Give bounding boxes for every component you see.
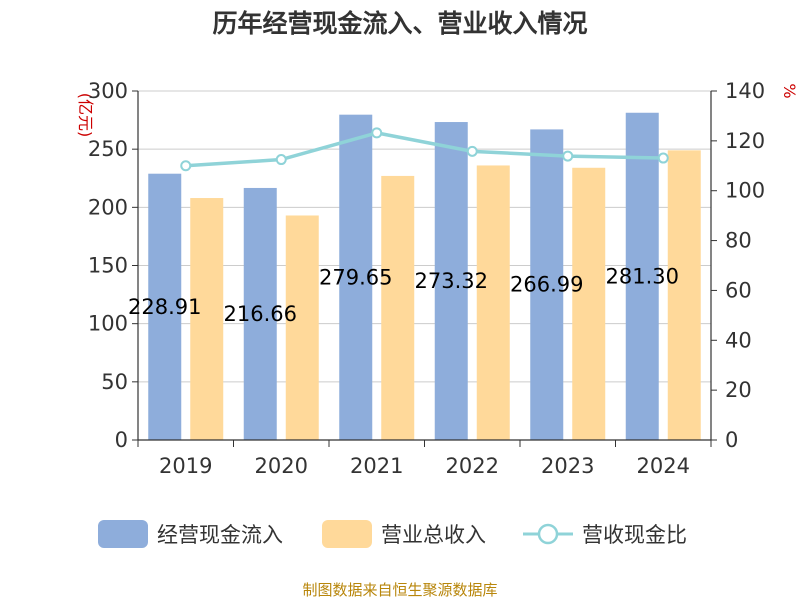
right-axis-unit: % (780, 83, 799, 98)
data-label: 216.66 (224, 302, 297, 326)
left-tick-label: 250 (88, 137, 128, 161)
ratio-point (371, 127, 383, 139)
right-tick-label: 20 (725, 378, 752, 402)
x-tick-label: 2020 (255, 454, 308, 478)
ratio-point (562, 150, 574, 162)
legend-swatch-cash-inflow (98, 520, 148, 548)
ratio-point (657, 152, 669, 164)
right-tick-label: 60 (725, 278, 752, 302)
ratio-point (275, 154, 287, 166)
bar-cash-inflow (243, 187, 277, 440)
bar-cash-inflow (625, 112, 659, 440)
bar-cash-inflow (148, 173, 182, 441)
ratio-line-group (180, 127, 669, 172)
data-label: 273.32 (415, 269, 488, 293)
data-label: 228.91 (128, 295, 201, 319)
data-labels-group: 228.91 216.66 279.65 273.32 266.99 281.30 (128, 264, 679, 326)
legend-label-total-revenue: 营业总收入 (381, 523, 486, 547)
right-tick-label: 0 (725, 428, 738, 452)
legend: 经营现金流入 营业总收入 营收现金比 (98, 520, 687, 548)
right-tick-label: 80 (725, 229, 752, 253)
ratio-point (466, 145, 478, 157)
data-label: 279.65 (319, 265, 392, 289)
chart-title: 历年经营现金流入、营业收入情况 (212, 9, 587, 38)
source-note: 制图数据来自恒生聚源数据库 (302, 581, 497, 599)
x-tick-label: 2019 (159, 454, 212, 478)
bar-total-revenue (476, 165, 510, 440)
x-tick-label: 2022 (446, 454, 499, 478)
right-tick-label: 40 (725, 328, 752, 352)
bar-total-revenue (667, 150, 701, 440)
bar-total-revenue (285, 215, 319, 440)
data-label: 281.30 (606, 264, 679, 288)
left-tick-label: 0 (115, 428, 128, 452)
left-axis-unit: (亿元) (76, 93, 95, 138)
left-tick-label: 150 (88, 254, 128, 278)
bar-total-revenue (572, 167, 606, 440)
legend-label-cash-inflow: 经营现金流入 (157, 523, 283, 547)
x-tick-label: 2024 (637, 454, 690, 478)
legend-swatch-ratio-marker (537, 523, 559, 545)
bar-total-revenue (190, 198, 224, 440)
left-tick-label: 300 (88, 79, 128, 103)
right-tick-label: 120 (725, 129, 765, 153)
ratio-point (180, 160, 192, 172)
bars-group (148, 112, 701, 441)
legend-swatch-total-revenue (322, 520, 372, 548)
data-label: 266.99 (510, 273, 583, 297)
legend-label-ratio: 营收现金比 (582, 523, 687, 547)
ratio-line (185, 131, 664, 168)
grid-lines (138, 90, 711, 383)
bar-total-revenue (381, 175, 415, 440)
right-tick-label: 140 (725, 79, 765, 103)
x-tick-label: 2021 (350, 454, 403, 478)
left-tick-label: 50 (101, 370, 128, 394)
left-tick-label: 100 (88, 312, 128, 336)
axes-group: 0 50 100 150 200 250 300 0 20 40 60 80 100 120 140 2019… (88, 79, 765, 478)
bar-cash-inflow (434, 122, 468, 441)
bar-cash-inflow (530, 129, 564, 441)
left-tick-label: 200 (88, 195, 128, 219)
x-tick-label: 2023 (541, 454, 594, 478)
right-tick-label: 100 (725, 179, 765, 203)
bar-cash-inflow (339, 114, 373, 441)
